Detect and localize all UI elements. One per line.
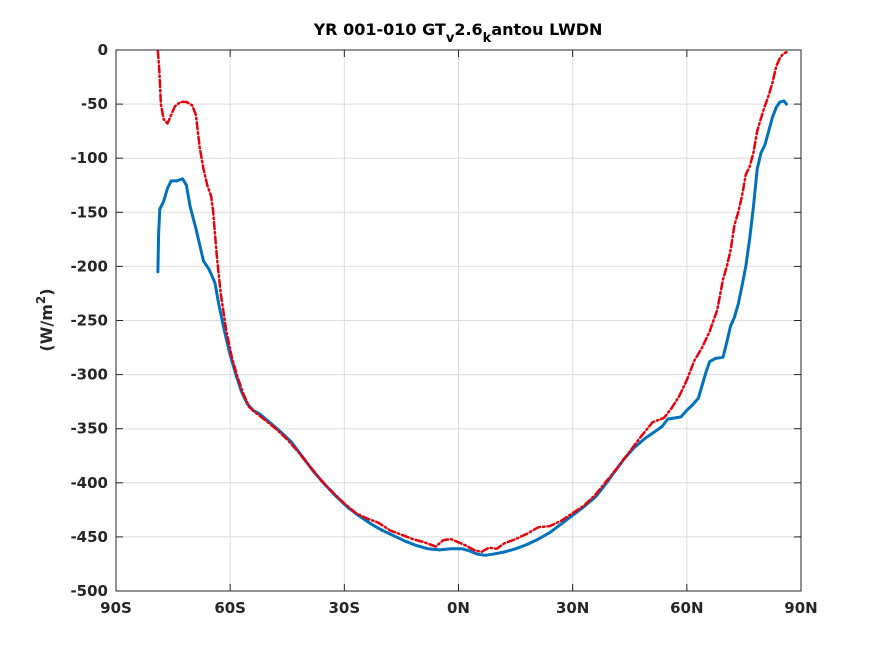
title-version: 2.6 <box>454 20 482 39</box>
x-tick-label: 90S <box>100 599 132 617</box>
y-tick-label: -400 <box>70 474 108 492</box>
y-tick-label: -100 <box>70 149 108 167</box>
title-subscript-v: v <box>446 31 455 46</box>
x-tick-label: 90N <box>784 599 817 617</box>
grid-lines <box>115 49 802 592</box>
y-tick-label: -500 <box>70 582 108 600</box>
y-tick-label: -300 <box>70 366 108 384</box>
x-tick-label: 30S <box>328 599 360 617</box>
y-tick-label: 0 <box>98 41 108 59</box>
y-axis-label: (W/m2) <box>34 288 56 351</box>
series-line-solid <box>156 99 788 557</box>
title-subscript-k: k <box>483 31 492 46</box>
y-tick-label: -50 <box>81 95 108 113</box>
y-axis-label-exponent: 2 <box>34 296 48 304</box>
y-tick-label: -200 <box>70 257 108 275</box>
y-axis-label-unit: (W/m <box>37 304 56 351</box>
x-tick-label: 30N <box>556 599 589 617</box>
x-tick-label: 60S <box>214 599 246 617</box>
x-tick-label: 60N <box>670 599 703 617</box>
y-axis-label-close: ) <box>37 288 56 295</box>
series-line-dashdot <box>156 49 788 554</box>
y-tick-label: -250 <box>70 312 108 330</box>
chart-title: YR 001-010 GTv2.6kantou LWDN <box>313 20 603 46</box>
x-tick-label: 0N <box>447 599 470 617</box>
title-prefix: YR 001-010 GT <box>313 20 446 39</box>
y-tick-labels: 0 -50 -100 -150 -200 -250 -300 -350 -400 -450 -500 <box>70 41 108 600</box>
tick-marks <box>115 49 802 592</box>
series-layer <box>156 49 788 557</box>
y-tick-label: -450 <box>70 528 108 546</box>
title-suffix: antou LWDN <box>491 20 602 39</box>
y-tick-label: -350 <box>70 420 108 438</box>
x-tick-labels: 90S 60S 30S 0N 30N 60N 90N <box>100 599 818 617</box>
y-tick-label: -150 <box>70 203 108 221</box>
